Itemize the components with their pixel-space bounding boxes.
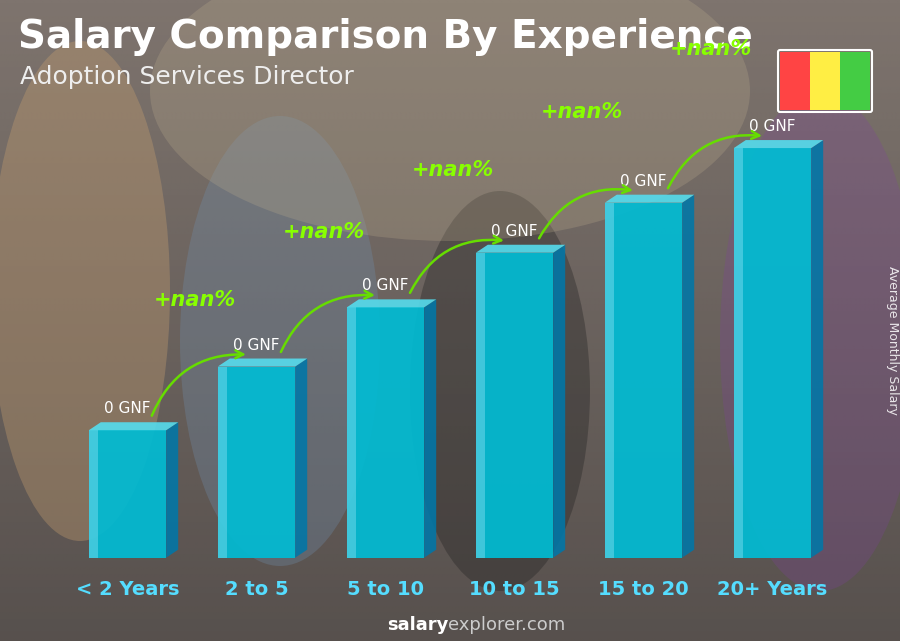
Bar [476, 253, 554, 558]
Ellipse shape [180, 116, 380, 566]
Text: Salary Comparison By Experience: Salary Comparison By Experience [18, 18, 752, 56]
Ellipse shape [0, 41, 170, 541]
Polygon shape [734, 140, 824, 148]
Bar [810, 52, 840, 110]
FancyArrowPatch shape [410, 236, 501, 293]
Text: Average Monthly Salary: Average Monthly Salary [886, 266, 898, 415]
Text: Adoption Services Director: Adoption Services Director [20, 65, 354, 89]
Text: salary: salary [387, 616, 448, 634]
Bar [605, 203, 682, 558]
Polygon shape [346, 299, 436, 308]
Polygon shape [811, 140, 824, 558]
FancyArrowPatch shape [152, 351, 243, 415]
Text: 0 GNF: 0 GNF [749, 119, 796, 134]
Text: 2 to 5: 2 to 5 [225, 579, 288, 599]
FancyArrowPatch shape [281, 291, 373, 352]
Text: < 2 Years: < 2 Years [76, 579, 179, 599]
Bar [89, 430, 98, 558]
Text: 0 GNF: 0 GNF [104, 401, 151, 416]
Text: 5 to 10: 5 to 10 [347, 579, 424, 599]
Text: 0 GNF: 0 GNF [362, 278, 409, 294]
Bar [89, 430, 166, 558]
Polygon shape [605, 195, 694, 203]
Text: 15 to 20: 15 to 20 [598, 579, 688, 599]
Text: explorer.com: explorer.com [448, 616, 565, 634]
Bar [840, 52, 870, 110]
Polygon shape [554, 245, 565, 558]
Polygon shape [166, 422, 178, 558]
Text: +nan%: +nan% [541, 102, 623, 122]
Text: 0 GNF: 0 GNF [620, 174, 667, 188]
Ellipse shape [410, 191, 590, 591]
Bar [780, 52, 810, 110]
Bar [476, 253, 485, 558]
FancyArrowPatch shape [539, 185, 630, 238]
Bar [346, 308, 356, 558]
Text: 10 to 15: 10 to 15 [469, 579, 560, 599]
Ellipse shape [720, 91, 900, 591]
Bar [605, 203, 614, 558]
Polygon shape [476, 245, 565, 253]
Text: 0 GNF: 0 GNF [491, 224, 538, 238]
Bar [734, 148, 743, 558]
Text: +nan%: +nan% [154, 290, 236, 310]
Text: +nan%: +nan% [670, 39, 752, 59]
Bar [218, 367, 227, 558]
Text: 20+ Years: 20+ Years [717, 579, 828, 599]
FancyArrowPatch shape [668, 131, 760, 188]
Polygon shape [295, 358, 307, 558]
Text: 0 GNF: 0 GNF [233, 338, 280, 353]
Polygon shape [424, 299, 436, 558]
Ellipse shape [150, 0, 750, 241]
Text: +nan%: +nan% [411, 160, 494, 179]
Bar [218, 367, 295, 558]
Bar [346, 308, 424, 558]
Text: +nan%: +nan% [283, 222, 365, 242]
Bar [734, 148, 811, 558]
Polygon shape [218, 358, 307, 367]
Polygon shape [89, 422, 178, 430]
Polygon shape [682, 195, 694, 558]
